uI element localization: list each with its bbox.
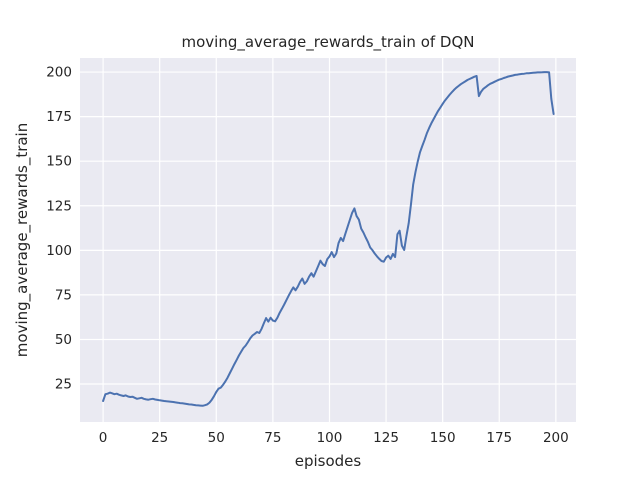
- y-tick-label: 125: [46, 198, 72, 214]
- x-tick-label: 100: [317, 430, 343, 446]
- x-tick-label: 125: [373, 430, 399, 446]
- y-tick-label: 100: [46, 243, 72, 259]
- x-axis-label: episodes: [295, 452, 362, 470]
- chart-title: moving_average_rewards_train of DQN: [181, 33, 474, 52]
- x-tick-labels: 0 25 50 75 100 125 150 175 200: [99, 430, 569, 446]
- panel-background: [80, 58, 576, 422]
- y-tick-label: 150: [46, 154, 72, 170]
- y-axis-label: moving_average_rewards_train: [13, 123, 32, 357]
- reward-line: [102, 71, 555, 407]
- y-tick-labels: 25 50 75 100 125 150 175 200: [46, 65, 72, 393]
- x-tick-label: 75: [264, 430, 281, 446]
- x-tick-label: 200: [543, 430, 569, 446]
- gridlines: [80, 58, 576, 422]
- y-tick-label: 25: [55, 377, 72, 393]
- x-tick-label: 175: [486, 430, 512, 446]
- y-tick-label: 200: [46, 65, 72, 81]
- plot-panel: [80, 58, 576, 422]
- y-tick-label: 50: [55, 332, 72, 348]
- x-tick-label: 50: [208, 430, 225, 446]
- x-tick-label: 25: [151, 430, 168, 446]
- y-tick-label: 75: [55, 287, 72, 303]
- series-line: [102, 71, 555, 407]
- x-tick-label: 0: [99, 430, 108, 446]
- x-tick-label: 150: [430, 430, 456, 446]
- y-tick-label: 175: [46, 109, 72, 125]
